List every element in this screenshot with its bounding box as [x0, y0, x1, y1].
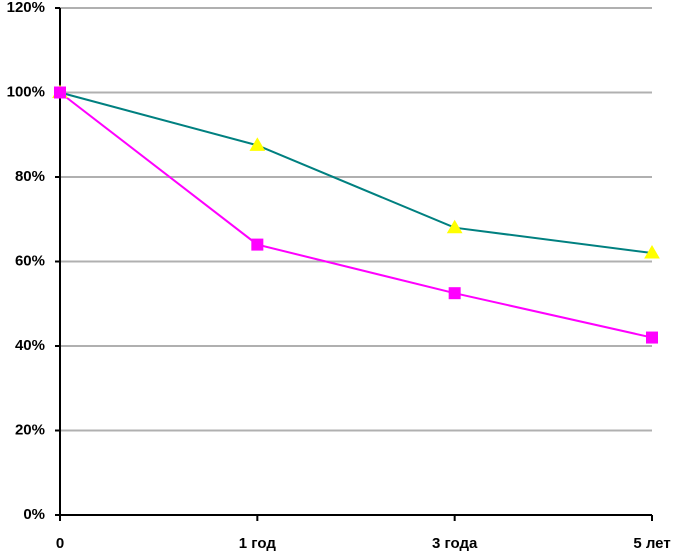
series-line: [59, 91, 653, 255]
y-tick-label: 20%: [15, 421, 45, 438]
marker: [446, 219, 463, 234]
x-tick-label: 1 год: [239, 535, 277, 552]
x-tick-label: 3 года: [432, 535, 478, 552]
y-tick-label: 100%: [7, 83, 45, 100]
x-tick-label: 5 лет: [633, 535, 670, 552]
x-tick-label: 0: [56, 535, 64, 552]
marker: [54, 86, 66, 99]
y-tick-label: 60%: [15, 252, 45, 269]
marker: [251, 238, 264, 251]
series-line: [59, 91, 653, 339]
marker: [249, 137, 266, 151]
marker: [448, 287, 461, 300]
y-tick-label: 40%: [15, 337, 45, 354]
y-tick-label: 120%: [7, 0, 45, 16]
marker: [646, 331, 658, 344]
y-tick-label: 0%: [23, 506, 45, 523]
y-tick-label: 80%: [15, 168, 45, 185]
marker: [644, 245, 660, 259]
